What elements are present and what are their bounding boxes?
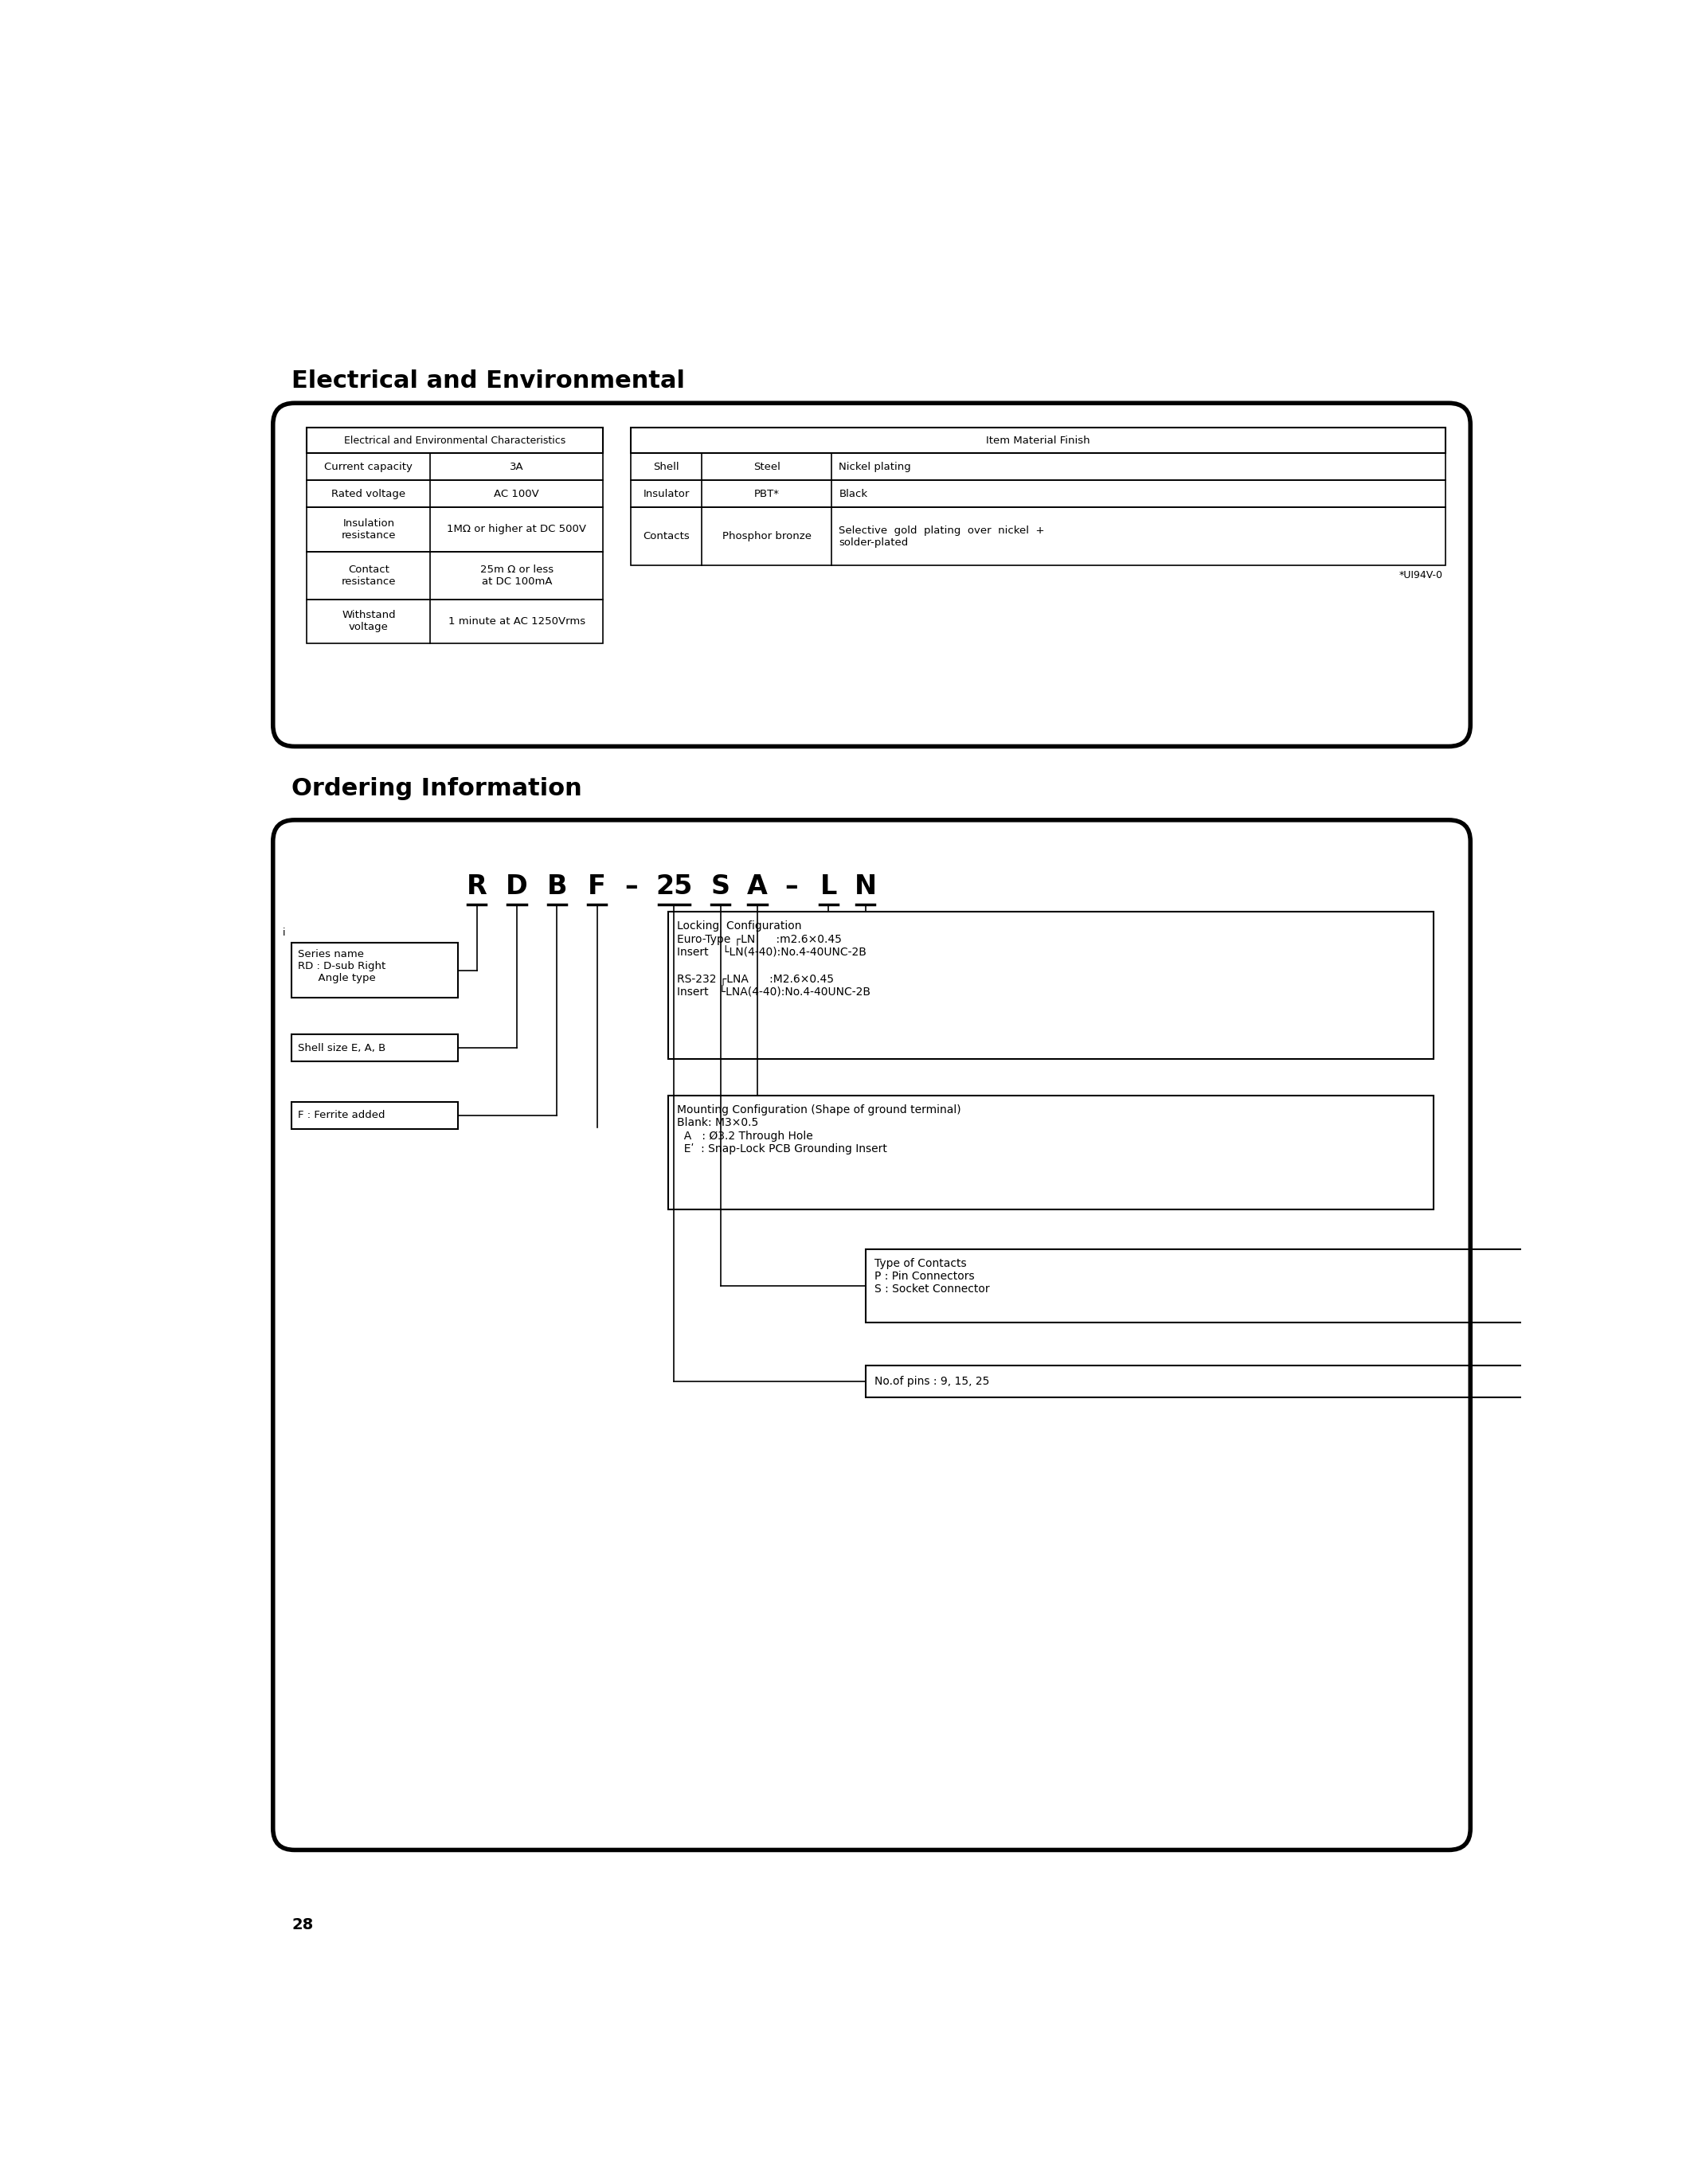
Text: A: A: [747, 874, 767, 900]
Text: Steel: Steel: [754, 461, 781, 472]
Text: PBT*: PBT*: [754, 489, 779, 498]
Text: Contact
resistance: Contact resistance: [341, 563, 395, 587]
Text: Phosphor bronze: Phosphor bronze: [722, 531, 811, 542]
Text: Mounting Configuration (Shape of ground terminal)
Blank: M3×0.5
  A   : Ø3.2 Thr: Mounting Configuration (Shape of ground …: [678, 1105, 962, 1155]
Text: 25m Ω or less
at DC 100mA: 25m Ω or less at DC 100mA: [480, 563, 553, 587]
Text: Item Material Finish: Item Material Finish: [987, 435, 1090, 446]
Text: AC 100V: AC 100V: [493, 489, 539, 498]
Text: Black: Black: [838, 489, 867, 498]
Text: 28: 28: [291, 1918, 313, 1933]
Bar: [308, 598, 603, 644]
Text: Electrical and Environmental: Electrical and Environmental: [291, 369, 684, 393]
Bar: [308, 454, 603, 480]
Text: Contacts: Contacts: [644, 531, 690, 542]
Text: Rated voltage: Rated voltage: [331, 489, 406, 498]
Text: Series name
RD : D-sub Right
      Angle type: Series name RD : D-sub Right Angle type: [297, 948, 385, 983]
Text: No.of pins : 9, 15, 25: No.of pins : 9, 15, 25: [875, 1376, 990, 1387]
Text: i: i: [282, 928, 286, 937]
Bar: [308, 550, 603, 598]
Bar: [291, 943, 458, 998]
Text: –: –: [784, 874, 798, 900]
Text: R: R: [466, 874, 487, 900]
Text: 1 minute at AC 1250Vrms: 1 minute at AC 1250Vrms: [448, 616, 585, 627]
Text: –: –: [624, 874, 637, 900]
Text: Shell size E, A, B: Shell size E, A, B: [297, 1044, 385, 1053]
Bar: [308, 480, 603, 507]
Text: Locking  Configuration
Euro-Type ┌LN      :m2.6×0.45
Insert    └LN(4-40):No.4-40: Locking Configuration Euro-Type ┌LN :m2.…: [678, 919, 870, 998]
Text: Ordering Information: Ordering Information: [291, 778, 581, 799]
Text: Current capacity: Current capacity: [324, 461, 412, 472]
Text: 1MΩ or higher at DC 500V: 1MΩ or higher at DC 500V: [448, 524, 586, 535]
Text: Electrical and Environmental Characteristics: Electrical and Environmental Characteris…: [345, 435, 566, 446]
Text: B: B: [548, 874, 568, 900]
Text: Insulation
resistance: Insulation resistance: [341, 518, 395, 539]
Bar: [630, 507, 1445, 566]
Bar: [308, 428, 603, 454]
Text: 25: 25: [656, 874, 693, 900]
Bar: [630, 428, 1445, 454]
Text: Type of Contacts
P : Pin Connectors
S : Socket Connector: Type of Contacts P : Pin Connectors S : …: [875, 1258, 990, 1295]
Bar: [668, 913, 1433, 1059]
Text: Selective  gold  plating  over  nickel  +
solder-plated: Selective gold plating over nickel + sol…: [838, 526, 1044, 548]
Text: Shell: Shell: [654, 461, 679, 472]
Bar: [630, 480, 1445, 507]
Bar: [291, 1035, 458, 1061]
Bar: [291, 1103, 458, 1129]
Text: L: L: [820, 874, 837, 900]
Text: D: D: [505, 874, 527, 900]
Text: 3A: 3A: [510, 461, 524, 472]
Text: Nickel plating: Nickel plating: [838, 461, 911, 472]
Text: F: F: [588, 874, 607, 900]
Text: Insulator: Insulator: [644, 489, 690, 498]
Bar: [308, 507, 603, 550]
Text: Withstand
voltage: Withstand voltage: [341, 609, 395, 633]
Text: *UI94V-0: *UI94V-0: [1399, 570, 1443, 581]
Text: N: N: [855, 874, 877, 900]
Bar: [668, 1096, 1433, 1210]
Bar: [865, 1365, 1551, 1398]
Text: S: S: [711, 874, 730, 900]
Bar: [630, 454, 1445, 480]
Bar: [865, 1249, 1551, 1324]
Text: F : Ferrite added: F : Ferrite added: [297, 1109, 385, 1120]
